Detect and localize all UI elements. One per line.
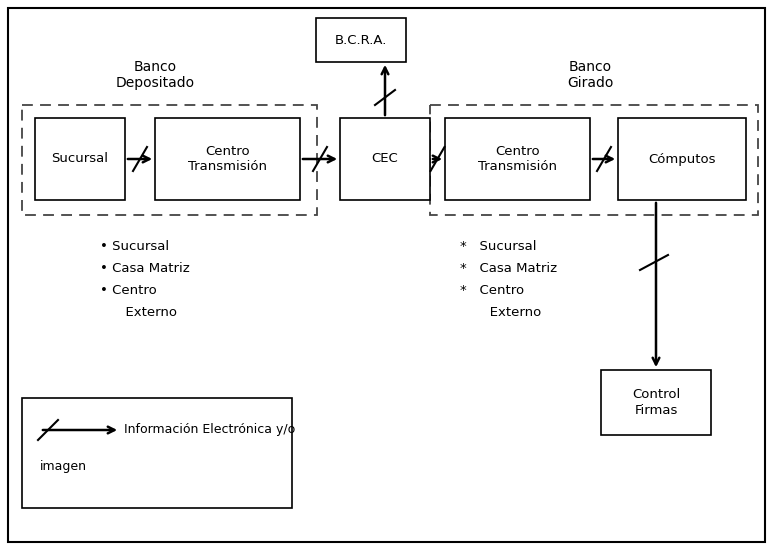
Bar bbox=[22, 398, 292, 508]
Bar bbox=[618, 118, 746, 200]
Bar bbox=[601, 370, 711, 435]
Text: Cómputos: Cómputos bbox=[648, 152, 716, 166]
Text: • Sucursal: • Sucursal bbox=[100, 240, 169, 253]
Text: CEC: CEC bbox=[371, 152, 399, 166]
Bar bbox=[430, 105, 758, 215]
Text: *   Casa Matriz: * Casa Matriz bbox=[460, 262, 557, 275]
Text: Banco
Girado: Banco Girado bbox=[566, 60, 613, 90]
Bar bbox=[316, 18, 406, 62]
Text: Externo: Externo bbox=[100, 306, 177, 319]
Text: *   Sucursal: * Sucursal bbox=[460, 240, 536, 253]
Text: Externo: Externo bbox=[460, 306, 542, 319]
Text: Sucursal: Sucursal bbox=[51, 152, 109, 166]
Text: Centro
Transmisión: Centro Transmisión bbox=[188, 145, 267, 173]
Text: Información Electrónica y/o: Información Electrónica y/o bbox=[124, 423, 295, 437]
Text: B.C.R.A.: B.C.R.A. bbox=[335, 34, 387, 46]
Bar bbox=[22, 105, 317, 215]
Text: Centro
Transmisión: Centro Transmisión bbox=[478, 145, 557, 173]
Text: Control
Firmas: Control Firmas bbox=[632, 389, 680, 417]
Text: Banco
Depositado: Banco Depositado bbox=[116, 60, 194, 90]
Text: *   Centro: * Centro bbox=[460, 284, 524, 297]
Text: imagen: imagen bbox=[40, 460, 87, 473]
Bar bbox=[155, 118, 300, 200]
Bar bbox=[35, 118, 125, 200]
Text: • Centro: • Centro bbox=[100, 284, 157, 297]
Bar bbox=[445, 118, 590, 200]
Text: • Casa Matriz: • Casa Matriz bbox=[100, 262, 190, 275]
Bar bbox=[340, 118, 430, 200]
